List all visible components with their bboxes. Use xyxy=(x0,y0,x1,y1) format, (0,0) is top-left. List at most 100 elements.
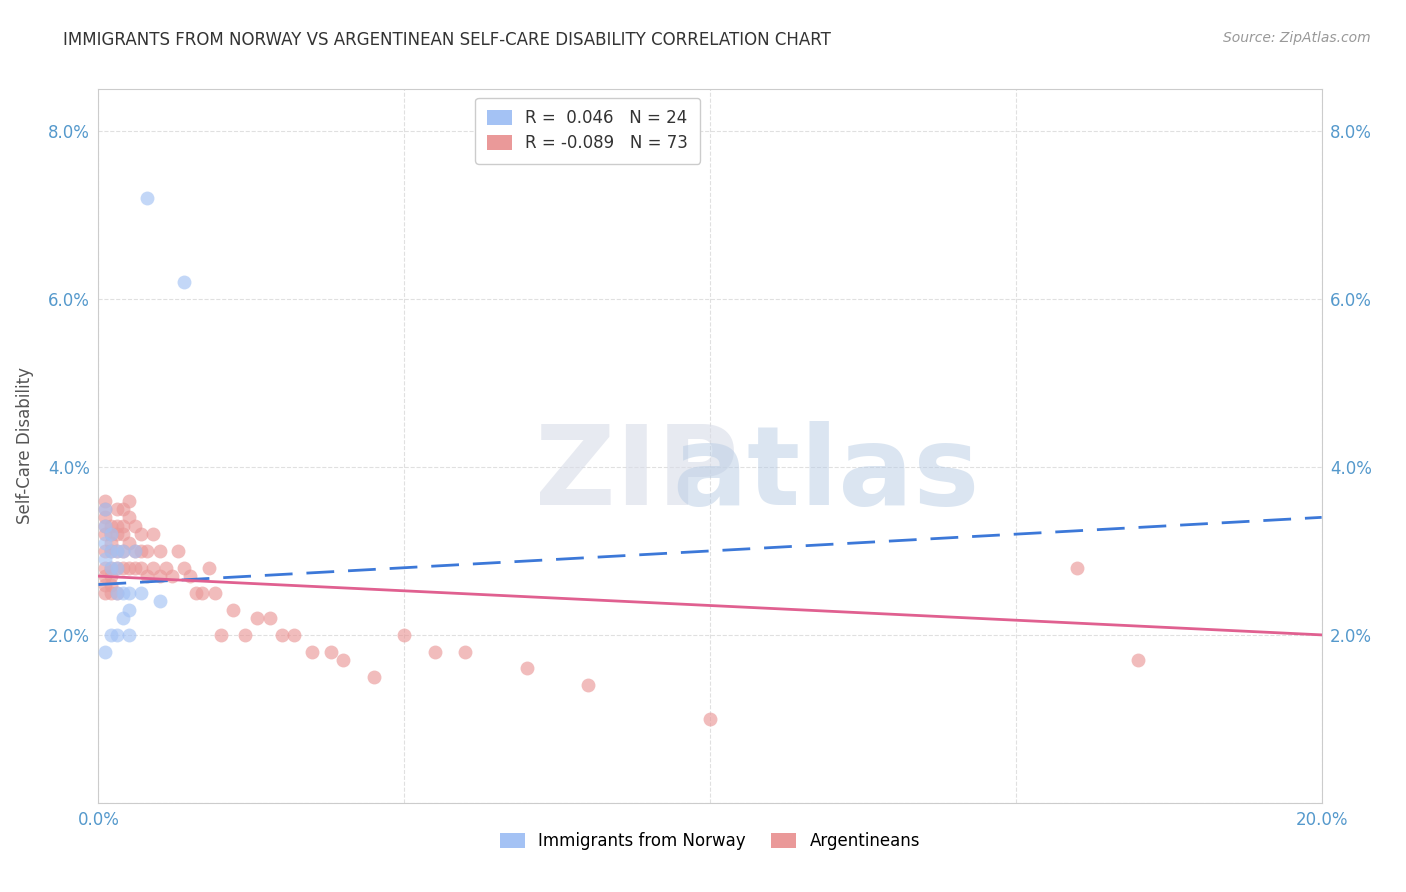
Point xyxy=(105,628,128,642)
Point xyxy=(118,535,141,549)
Point xyxy=(111,586,134,600)
Point xyxy=(93,586,115,600)
Text: Source: ZipAtlas.com: Source: ZipAtlas.com xyxy=(1223,31,1371,45)
Point xyxy=(100,560,122,574)
Point xyxy=(129,560,152,574)
Point xyxy=(93,502,115,516)
Point xyxy=(319,645,342,659)
Point xyxy=(111,518,134,533)
Point xyxy=(283,628,305,642)
Point xyxy=(363,670,385,684)
Point xyxy=(136,544,159,558)
Point xyxy=(93,502,115,516)
Point xyxy=(93,560,115,574)
Point xyxy=(136,191,159,205)
Point xyxy=(93,577,115,591)
Point xyxy=(111,502,134,516)
Y-axis label: Self-Care Disability: Self-Care Disability xyxy=(17,368,34,524)
Point xyxy=(100,560,122,574)
Point xyxy=(392,628,416,642)
Point xyxy=(204,586,226,600)
Point xyxy=(259,611,281,625)
Point xyxy=(105,560,128,574)
Point xyxy=(129,527,152,541)
Point xyxy=(100,527,122,541)
Point xyxy=(149,569,172,583)
Point xyxy=(100,586,122,600)
Point xyxy=(111,560,134,574)
Point xyxy=(93,569,115,583)
Point xyxy=(301,645,323,659)
Point xyxy=(93,518,115,533)
Point xyxy=(124,544,146,558)
Point xyxy=(93,544,115,558)
Point xyxy=(111,527,134,541)
Text: ZIP: ZIP xyxy=(534,421,738,528)
Point xyxy=(105,518,128,533)
Point xyxy=(246,611,269,625)
Point xyxy=(111,544,134,558)
Point xyxy=(111,544,134,558)
Point xyxy=(1066,560,1088,574)
Point xyxy=(142,560,165,574)
Point xyxy=(149,544,172,558)
Point xyxy=(118,510,141,524)
Point xyxy=(576,678,599,692)
Point xyxy=(142,527,165,541)
Text: atlas: atlas xyxy=(672,421,980,528)
Point xyxy=(93,535,115,549)
Point xyxy=(100,518,122,533)
Point xyxy=(191,586,214,600)
Point xyxy=(516,661,538,675)
Point xyxy=(118,586,141,600)
Point xyxy=(423,645,446,659)
Point xyxy=(105,544,128,558)
Point xyxy=(149,594,172,608)
Point xyxy=(155,560,177,574)
Point xyxy=(105,586,128,600)
Point xyxy=(93,527,115,541)
Point xyxy=(173,275,195,289)
Point xyxy=(105,502,128,516)
Point xyxy=(209,628,232,642)
Text: IMMIGRANTS FROM NORWAY VS ARGENTINEAN SELF-CARE DISABILITY CORRELATION CHART: IMMIGRANTS FROM NORWAY VS ARGENTINEAN SE… xyxy=(63,31,831,49)
Point xyxy=(129,586,152,600)
Point xyxy=(129,544,152,558)
Point xyxy=(454,645,477,659)
Point xyxy=(124,518,146,533)
Point xyxy=(124,544,146,558)
Point xyxy=(93,510,115,524)
Point xyxy=(118,628,141,642)
Point xyxy=(105,586,128,600)
Point xyxy=(105,544,128,558)
Point xyxy=(100,569,122,583)
Point xyxy=(118,560,141,574)
Point xyxy=(136,569,159,583)
Point xyxy=(160,569,183,583)
Point xyxy=(93,493,115,508)
Point xyxy=(100,535,122,549)
Point xyxy=(93,645,115,659)
Point xyxy=(173,560,195,574)
Point xyxy=(197,560,219,574)
Point xyxy=(332,653,354,667)
Point xyxy=(100,544,122,558)
Point xyxy=(118,493,141,508)
Point xyxy=(93,518,115,533)
Point xyxy=(100,527,122,541)
Point xyxy=(93,552,115,566)
Point xyxy=(100,544,122,558)
Point xyxy=(105,560,128,574)
Point xyxy=(222,603,245,617)
Point xyxy=(186,586,208,600)
Point xyxy=(100,628,122,642)
Point xyxy=(111,611,134,625)
Point xyxy=(270,628,292,642)
Point xyxy=(118,603,141,617)
Point xyxy=(1128,653,1150,667)
Point xyxy=(699,712,721,726)
Legend: Immigrants from Norway, Argentineans: Immigrants from Norway, Argentineans xyxy=(492,824,928,859)
Point xyxy=(179,569,201,583)
Point xyxy=(100,577,122,591)
Point xyxy=(124,560,146,574)
